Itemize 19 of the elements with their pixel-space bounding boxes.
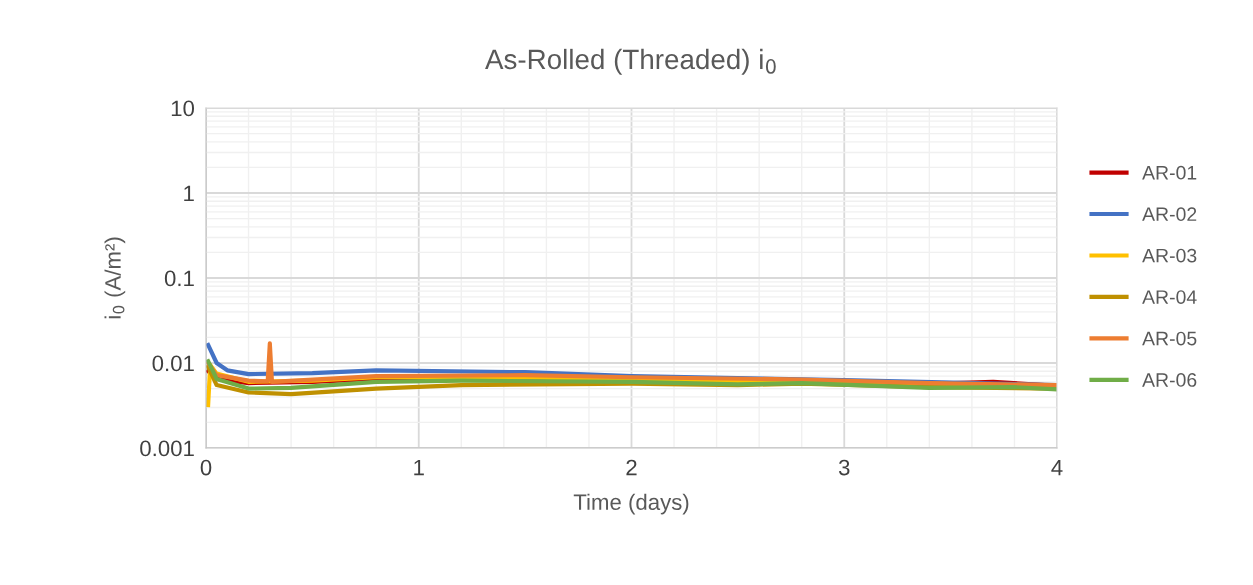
x-tick-label: 1 (414, 459, 424, 476)
legend-label: AR-05 (1142, 331, 1197, 346)
x-tick-label: 0 (200, 459, 212, 476)
y-tick-label: 10 (171, 100, 195, 117)
y-tick-label: 0.1 (164, 270, 194, 287)
x-tick-label: 3 (838, 459, 850, 476)
chart-title: As-Rolled (Threaded) i$_{0}$ (485, 48, 776, 75)
y-tick-label: 0.001 (140, 440, 194, 457)
y-axis-title: i$_{0}$ (A/m²) (104, 237, 126, 319)
x-tick-label: 4 (1051, 459, 1063, 476)
legend-label: AR-03 (1142, 248, 1197, 263)
legend-label: AR-04 (1142, 290, 1197, 304)
y-tick-label: 0.01 (152, 355, 194, 372)
legend-label: AR-02 (1142, 207, 1197, 222)
legend-label: AR-06 (1142, 373, 1197, 387)
legend-label: AR-01 (1142, 165, 1197, 180)
x-axis-title: Time (days) (573, 493, 689, 515)
x-tick-label: 2 (626, 459, 637, 476)
y-tick-label: 1 (184, 185, 194, 202)
